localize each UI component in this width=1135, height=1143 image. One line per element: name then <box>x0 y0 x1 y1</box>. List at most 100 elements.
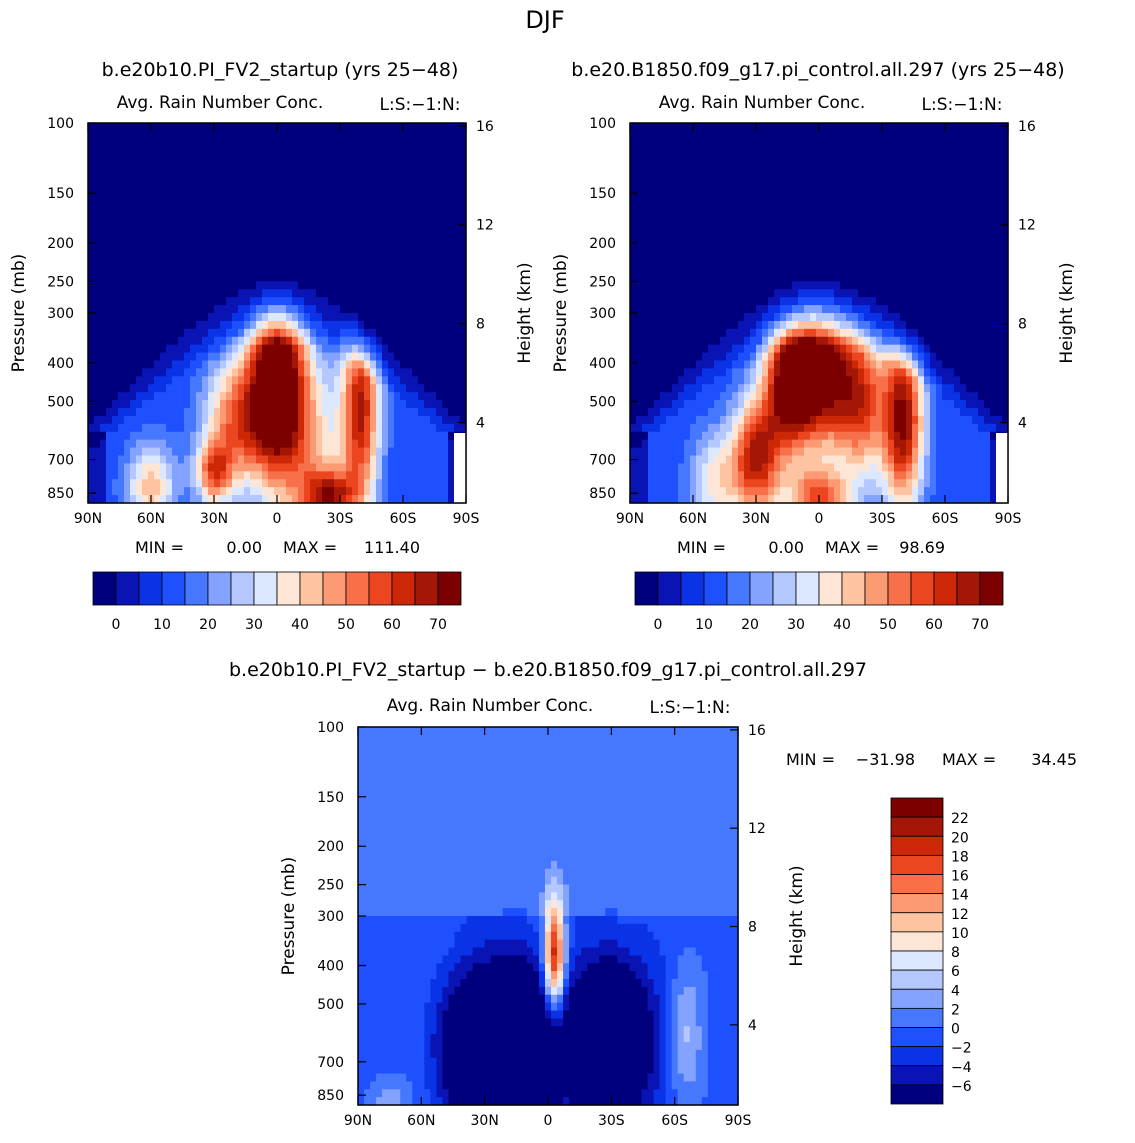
field-cell <box>654 257 661 267</box>
field-cell <box>780 487 787 496</box>
field-cell <box>262 154 269 164</box>
field-cell <box>352 225 359 235</box>
field-cell <box>454 218 461 227</box>
field-cell <box>376 344 383 354</box>
field-cell <box>412 289 419 298</box>
field-cell <box>274 210 281 219</box>
field-cell <box>810 210 817 219</box>
field-cell <box>352 344 359 354</box>
field-cell <box>142 162 149 172</box>
field-cell <box>834 194 841 203</box>
field-cell <box>702 202 709 211</box>
field-cell <box>88 439 95 449</box>
field-cell <box>328 431 335 441</box>
field-cell <box>732 360 739 370</box>
field-cell <box>358 336 365 346</box>
field-cell <box>88 178 95 187</box>
field-cell <box>226 439 233 449</box>
field-cell <box>840 455 847 465</box>
field-cell <box>798 495 805 504</box>
field-cell <box>196 447 203 457</box>
field-cell <box>376 455 383 465</box>
field-cell <box>172 210 179 219</box>
field-cell <box>460 210 467 219</box>
field-cell <box>726 138 733 148</box>
field-cell <box>100 439 107 449</box>
field-cell <box>660 408 667 417</box>
field-cell <box>828 439 835 449</box>
field-cell <box>142 376 149 385</box>
field-cell <box>418 130 425 140</box>
field-cell <box>196 495 203 504</box>
field-cell <box>822 455 829 465</box>
field-cell <box>684 439 691 449</box>
field-cell <box>346 210 353 219</box>
field-cell <box>328 463 335 472</box>
field-cell <box>100 138 107 148</box>
field-cell <box>738 376 745 385</box>
field-cell <box>244 368 251 377</box>
field-cell <box>798 202 805 211</box>
field-cell <box>708 241 715 251</box>
field-cell <box>696 352 703 362</box>
field-cell <box>148 360 155 370</box>
field-cell <box>100 447 107 457</box>
field-cell <box>708 400 715 409</box>
field-cell <box>750 376 757 385</box>
field-cell <box>226 352 233 362</box>
field-cell <box>684 281 691 290</box>
panel-a-units: L:S:−1:N: <box>380 95 461 115</box>
field-cell <box>654 320 661 330</box>
field-cell <box>678 281 685 290</box>
field-cell <box>358 218 365 227</box>
field-cell <box>184 178 191 187</box>
field-cell <box>256 336 263 346</box>
field-cell <box>328 408 335 417</box>
field-cell <box>130 138 137 148</box>
field-cell <box>436 392 443 401</box>
field-cell <box>804 368 811 377</box>
field-cell <box>382 400 389 409</box>
field-cell <box>448 392 455 401</box>
field-cell <box>154 313 161 322</box>
field-cell <box>232 146 239 156</box>
field-cell <box>238 257 245 267</box>
field-cell <box>172 305 179 314</box>
field-cell <box>642 202 649 211</box>
field-cell <box>430 218 437 227</box>
field-cell <box>286 249 293 259</box>
field-cell <box>780 328 787 338</box>
field-cell <box>786 471 793 480</box>
field-cell <box>436 225 443 235</box>
field-cell <box>208 360 215 370</box>
field-cell <box>268 479 275 488</box>
field-cell <box>762 384 769 393</box>
field-cell <box>304 186 311 195</box>
field-cell <box>340 392 347 401</box>
field-cell <box>190 297 197 306</box>
field-cell <box>400 170 407 180</box>
field-cell <box>166 265 173 275</box>
field-cell <box>394 178 401 187</box>
field-cell <box>750 281 757 290</box>
field-cell <box>786 218 793 227</box>
field-cell <box>340 400 347 409</box>
field-cell <box>130 194 137 203</box>
field-cell <box>738 170 745 180</box>
field-cell <box>334 249 341 259</box>
field-cell <box>810 186 817 195</box>
field-cell <box>696 257 703 267</box>
field-cell <box>780 281 787 290</box>
field-cell <box>166 281 173 290</box>
field-cell <box>334 376 341 385</box>
field-cell <box>304 376 311 385</box>
field-cell <box>630 384 637 393</box>
field-cell <box>106 495 113 504</box>
field-cell <box>364 423 371 433</box>
field-cell <box>214 202 221 211</box>
field-cell <box>208 344 215 354</box>
field-cell <box>208 423 215 433</box>
field-cell <box>268 297 275 306</box>
field-cell <box>810 320 817 330</box>
field-cell <box>292 313 299 322</box>
